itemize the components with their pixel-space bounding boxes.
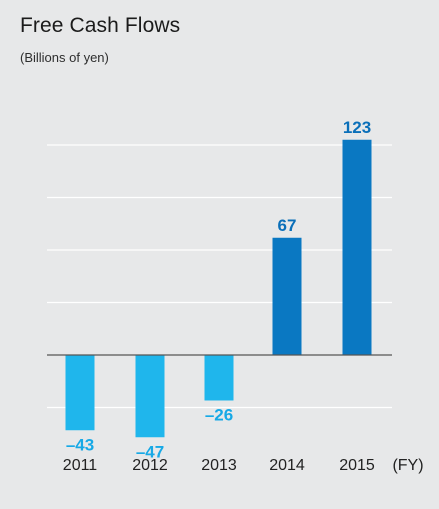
x-tick-label-2011: 2011 xyxy=(63,457,98,474)
data-label-2012: –47 xyxy=(136,442,164,461)
x-tick-label-2015: 2015 xyxy=(339,457,375,474)
bar-2011 xyxy=(65,355,95,431)
bar-2014 xyxy=(272,237,302,355)
data-label-2011: –43 xyxy=(66,435,94,454)
bar-2012 xyxy=(135,355,165,438)
x-tick-label-2013: 2013 xyxy=(201,457,237,474)
x-tick-label-2012: 2012 xyxy=(132,457,168,474)
data-label-2015: 123 xyxy=(343,118,371,137)
bar-2015 xyxy=(342,139,372,355)
chart-subtitle: (Billions of yen) xyxy=(20,50,109,65)
x-tick-label-2014: 2014 xyxy=(269,457,305,474)
bar-2013 xyxy=(204,355,234,401)
chart-title: Free Cash Flows xyxy=(20,14,181,37)
data-label-2013: –26 xyxy=(205,406,233,425)
data-label-2014: 67 xyxy=(278,216,297,235)
x-unit-label: (FY) xyxy=(392,457,423,474)
